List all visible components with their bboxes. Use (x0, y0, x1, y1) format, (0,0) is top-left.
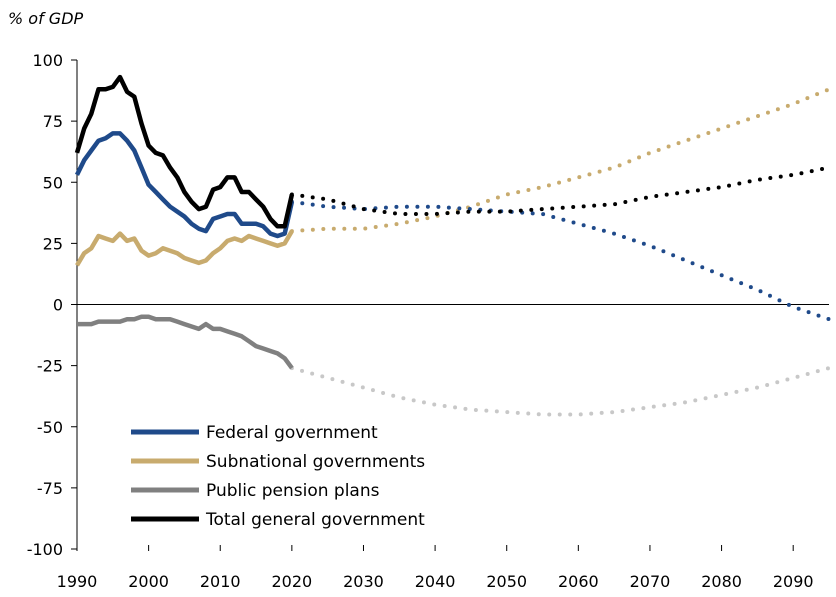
subnational-historical-line (75, 229, 294, 267)
legend: Federal government Subnational government… (131, 423, 425, 530)
y-tick-label: 100 (32, 51, 63, 70)
y-tick-label: -25 (37, 357, 63, 376)
total-historical-line (74, 74, 295, 229)
y-tick-label: 25 (43, 234, 63, 253)
x-tick-label: 2010 (200, 572, 241, 591)
x-tick-label: 1990 (57, 572, 98, 591)
x-tick-label: 2090 (773, 572, 814, 591)
x-tick-label: 2040 (415, 572, 456, 591)
series-layer (74, 74, 831, 417)
x-tick-label: 2060 (558, 572, 599, 591)
total-projection-line (289, 165, 831, 216)
legend-label-total: Total general government (205, 510, 425, 530)
x-tick-label: 2000 (128, 572, 169, 591)
federal-projection-line (289, 199, 831, 322)
x-tick-label: 2050 (486, 572, 527, 591)
x-tick-label: 2020 (271, 572, 312, 591)
y-tick-label: 75 (43, 112, 63, 131)
y-tick-label: -100 (27, 540, 63, 559)
x-tick-label: 2030 (343, 572, 384, 591)
x-tick-label: 2070 (630, 572, 671, 591)
legend-label-subnational: Subnational governments (206, 452, 425, 472)
axes: 100 75 50 25 0 -25 -50 -75 -100 1990 2000 2010 2020 2… (27, 51, 829, 591)
y-tick-label: 50 (43, 173, 63, 192)
legend-label-pension: Public pension plans (206, 481, 380, 501)
federal-historical-line (74, 131, 295, 239)
x-tick-label: 2080 (701, 572, 742, 591)
pension-projection-line (289, 366, 831, 417)
legend-label-federal: Federal government (206, 423, 378, 443)
y-tick-label: -75 (37, 479, 63, 498)
y-tick-label: 0 (53, 296, 63, 315)
y-tick-label: -50 (37, 418, 63, 437)
subnational-projection-line (289, 87, 831, 234)
unit-label: % of GDP (8, 9, 84, 28)
pension-historical-line (77, 314, 294, 370)
